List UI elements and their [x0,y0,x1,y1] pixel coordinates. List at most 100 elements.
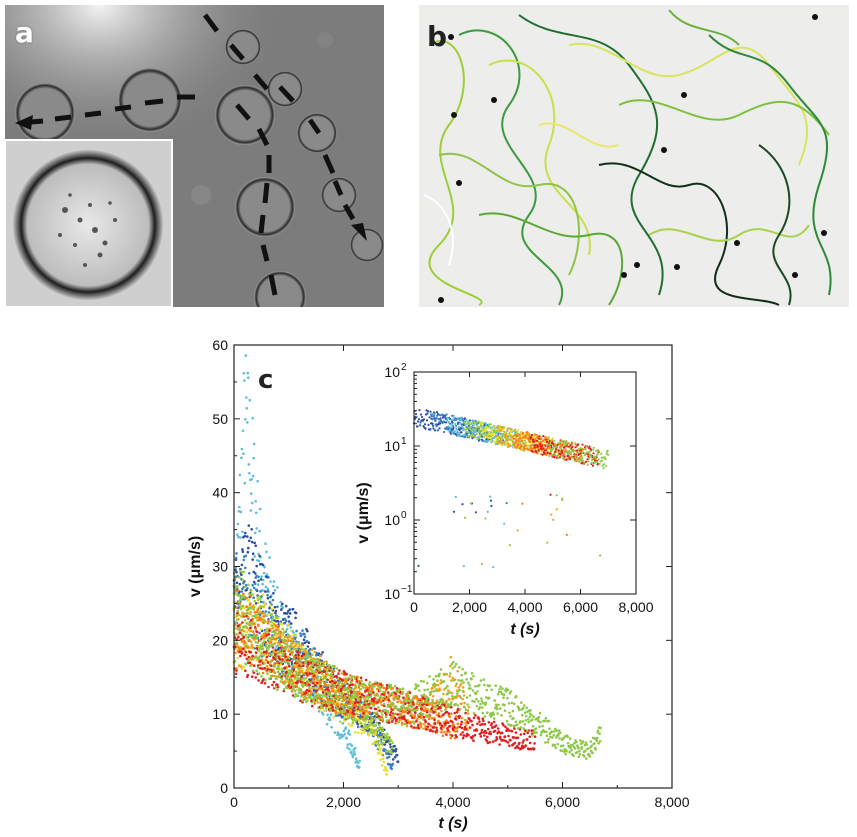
data-point [236,589,240,592]
data-point [308,683,311,687]
data-point [350,677,353,680]
data-point [481,711,485,715]
data-point [338,669,341,672]
data-point [277,664,281,667]
inset-data-point [517,429,520,432]
data-point [306,665,309,668]
data-point [276,688,279,692]
data-point [240,628,244,632]
inset-data-point [541,453,544,456]
data-point [273,642,277,645]
data-point [482,678,486,681]
data-point [463,725,467,729]
data-point [433,718,436,722]
data-point [508,744,511,747]
data-point [562,750,566,753]
data-point [317,687,321,690]
data-point [338,691,342,695]
data-point [278,658,282,661]
data-point [379,739,382,743]
inset-data-point [445,413,448,416]
data-point [266,576,269,579]
data-point [346,717,350,720]
data-point [455,730,459,733]
data-point [315,672,319,676]
data-point [244,641,247,644]
data-point [318,680,322,683]
data-point [301,657,304,660]
data-point [281,606,285,609]
data-point [535,731,538,734]
data-point [372,720,376,724]
data-point [236,533,239,536]
data-point [399,714,402,717]
data-point [504,690,508,693]
data-point [521,744,524,747]
data-point [466,709,470,712]
data-point [363,719,366,722]
data-point [506,696,509,700]
inset-data-point [523,447,527,450]
data-point [326,691,330,694]
data-point [249,492,253,495]
data-point [314,676,317,679]
data-point [257,606,261,609]
inset-data-point [486,510,489,513]
data-point [255,564,258,568]
data-point [367,703,370,706]
inset-data-point [457,421,460,424]
data-point [457,679,461,682]
data-point [488,740,492,744]
data-point [465,696,469,699]
data-point [510,723,513,727]
data-point [442,680,446,683]
inset-data-point [501,426,504,430]
data-point [272,580,276,583]
data-point [271,674,274,678]
data-point [393,744,396,748]
data-point [563,735,567,738]
data-point [416,702,419,706]
data-point [250,540,254,544]
data-point [267,653,271,657]
data-point [249,622,253,625]
data-point [427,722,430,726]
inset-data-point [476,426,479,429]
data-point [272,591,275,595]
inset-data-point [462,565,465,568]
data-point [462,681,465,684]
data-point [282,631,286,634]
data-point [250,528,253,531]
data-point [328,718,332,722]
data-point [331,709,335,712]
data-point [296,645,299,649]
data-point [430,701,434,705]
data-point [300,669,303,673]
inset-data-point [417,418,421,421]
data-point [528,741,532,745]
data-point [370,728,374,732]
data-point [260,675,263,678]
data-point [332,669,336,673]
inset-data-point [505,502,508,505]
data-point [317,710,321,713]
data-point [320,672,324,675]
data-point [255,647,258,650]
data-point [516,723,519,727]
data-point [345,672,348,676]
data-point [285,642,289,646]
data-point [249,618,253,622]
data-point [425,681,429,685]
data-point [348,702,352,706]
inset-data-point [521,432,525,435]
inset-data-point [549,493,552,496]
data-point [539,720,542,724]
data-point [598,739,602,743]
data-point [235,581,239,585]
data-point [390,767,394,771]
data-point [348,733,352,736]
data-point [325,670,329,673]
data-point [455,711,459,714]
data-point [237,600,241,604]
inset-data-point [487,433,490,436]
